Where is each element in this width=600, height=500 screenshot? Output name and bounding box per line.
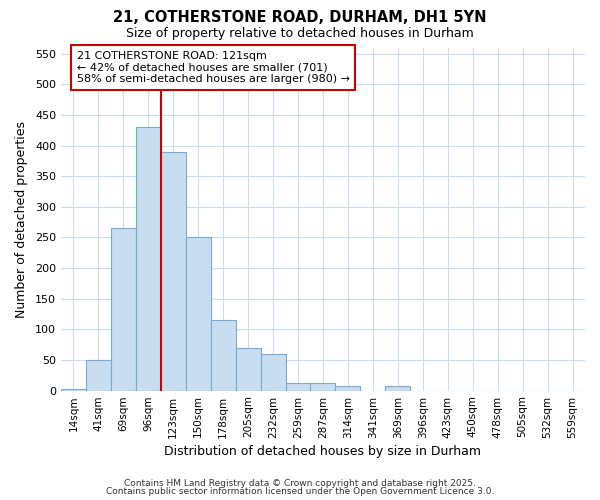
- Text: 21, COTHERSTONE ROAD, DURHAM, DH1 5YN: 21, COTHERSTONE ROAD, DURHAM, DH1 5YN: [113, 10, 487, 25]
- Bar: [161, 152, 186, 390]
- Y-axis label: Number of detached properties: Number of detached properties: [15, 120, 28, 318]
- Bar: [335, 386, 361, 390]
- Bar: [111, 228, 136, 390]
- Bar: [86, 360, 111, 390]
- Bar: [136, 127, 161, 390]
- Text: Size of property relative to detached houses in Durham: Size of property relative to detached ho…: [126, 28, 474, 40]
- Text: Contains HM Land Registry data © Crown copyright and database right 2025.: Contains HM Land Registry data © Crown c…: [124, 478, 476, 488]
- Bar: [186, 238, 211, 390]
- Bar: [310, 382, 335, 390]
- Bar: [211, 320, 236, 390]
- Bar: [236, 348, 260, 391]
- Bar: [286, 382, 310, 390]
- Bar: [385, 386, 410, 390]
- Text: Contains public sector information licensed under the Open Government Licence 3.: Contains public sector information licen…: [106, 487, 494, 496]
- X-axis label: Distribution of detached houses by size in Durham: Distribution of detached houses by size …: [164, 444, 481, 458]
- Bar: [260, 354, 286, 391]
- Text: 21 COTHERSTONE ROAD: 121sqm
← 42% of detached houses are smaller (701)
58% of se: 21 COTHERSTONE ROAD: 121sqm ← 42% of det…: [77, 51, 350, 84]
